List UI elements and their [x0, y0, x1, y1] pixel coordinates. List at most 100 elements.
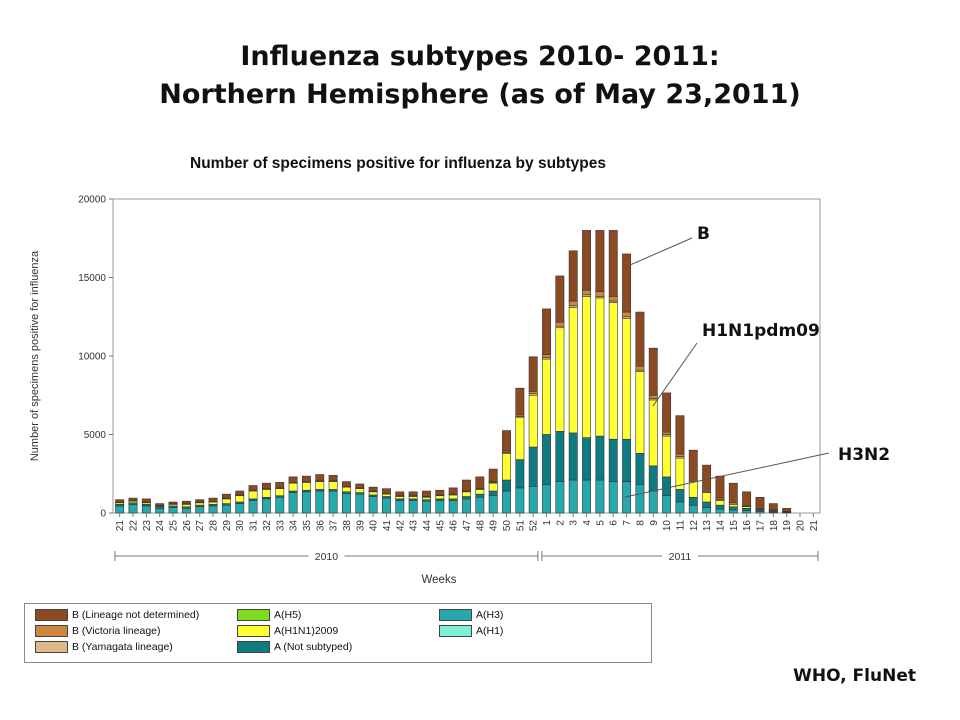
x-tick-label: 39 [355, 520, 366, 532]
bar-segment [635, 371, 645, 454]
bar-segment [555, 481, 565, 514]
bar-segment [168, 507, 178, 514]
legend-item: A (Not subtyped) [237, 641, 352, 655]
bar-segment [141, 505, 151, 514]
bar-segment [648, 465, 658, 492]
bar-segment [115, 499, 125, 503]
bar-segment [448, 494, 458, 500]
bar-segment [301, 475, 311, 482]
bar-stack-week-29-8 [221, 493, 231, 514]
bar-segment [275, 482, 285, 489]
x-tick-label: 42 [395, 520, 406, 532]
bar-segment [595, 479, 605, 514]
x-tick-label: 17 [755, 520, 766, 532]
x-axis: 21 22 23 24 25 26 27 28 29 30 31 32 33 34 35 36 37 38 39 40… [115, 513, 820, 531]
y-tick-label: 15000 [78, 273, 106, 284]
bar-stack-week-45-24 [435, 489, 445, 514]
bar-segment [635, 453, 645, 486]
x-tick-label: 31 [249, 520, 260, 532]
x-tick-label: 46 [449, 520, 460, 532]
bar-segment [195, 499, 205, 503]
bar-stack-week-30-9 [235, 490, 245, 514]
bar-segment [288, 482, 298, 492]
bar-segment [261, 498, 271, 514]
bar-segment [181, 507, 191, 514]
bar-stack-week-11-42 [675, 415, 685, 514]
x-tick-label: 43 [409, 520, 420, 532]
bar-stack-week-35-14 [301, 475, 311, 514]
legend-label: B (Lineage not determined) [72, 609, 200, 621]
bar-segment [422, 496, 431, 500]
x-tick-label: 37 [329, 520, 340, 532]
bar-stack-week-28-7 [208, 497, 218, 514]
bar-stack-week-24-3 [155, 503, 165, 514]
x-tick-label: 1 [542, 520, 553, 526]
bar-stack-week-26-5 [181, 500, 191, 514]
bar-segment [582, 289, 591, 296]
legend-swatch [35, 609, 68, 622]
bar-segment [382, 497, 391, 514]
bar-segment [542, 434, 551, 486]
bar-segment [555, 321, 565, 327]
year-label-backdrop [661, 549, 698, 563]
bar-segment [768, 503, 778, 511]
bar-stack-week-1-32 [542, 308, 551, 514]
x-tick-label: 40 [369, 520, 380, 532]
bar-segment [568, 479, 578, 514]
bar-stack-week-19-50 [782, 507, 792, 514]
x-tick-label: 51 [515, 520, 526, 532]
y-tick-label: 0 [100, 509, 106, 520]
bar-segment [315, 481, 325, 490]
bar-stack-week-22-1 [128, 497, 138, 514]
bar-segment [408, 500, 418, 514]
bar-segment [208, 497, 218, 502]
bar-segment [128, 504, 138, 514]
bar-segment [328, 490, 338, 514]
bar-segment [622, 311, 632, 318]
bar-segment [328, 475, 338, 482]
x-tick-label: 50 [502, 520, 513, 532]
bar-segment [448, 500, 458, 514]
x-tick-label: 48 [475, 520, 486, 532]
x-tick-label: 19 [782, 520, 793, 532]
y-axis-label: Number of specimens positive for influen… [29, 250, 41, 461]
legend-swatch [439, 625, 472, 638]
bar-segment [715, 508, 725, 514]
bar-segment [568, 300, 578, 307]
bar-segment [675, 489, 685, 503]
bar-segment [528, 446, 538, 487]
bar-segment [355, 488, 365, 493]
bar-segment [528, 391, 538, 394]
legend-swatch [237, 641, 270, 654]
bar-segment [301, 482, 311, 491]
legend-item: B (Victoria lineage) [35, 625, 161, 639]
legend-swatch [237, 625, 270, 638]
bar-stack-week-39-18 [355, 483, 365, 514]
bar-segment [382, 493, 391, 497]
bar-stack-week-37-16 [328, 475, 338, 514]
bar-segment [235, 503, 245, 514]
bar-segment [435, 500, 445, 514]
bar-stack-week-15-46 [728, 482, 738, 514]
bar-segment [422, 490, 431, 497]
bar-segment [502, 453, 511, 481]
bar-stack-week-41-20 [382, 488, 391, 514]
bar-segment [502, 479, 511, 492]
legend-label: A(H1) [476, 625, 504, 637]
bar-segment [342, 481, 351, 487]
plot-area [112, 198, 821, 514]
bar-segment [635, 311, 645, 367]
bar-segment [568, 432, 578, 481]
bar-segment [235, 490, 245, 496]
x-tick-label: 14 [715, 520, 726, 532]
bar-segment [195, 502, 205, 506]
bar-segment [662, 476, 672, 497]
bar-segment [728, 482, 738, 504]
callout-line-h3n2 [624, 452, 830, 498]
bar-segment [448, 487, 458, 495]
x-tick-label: 6 [609, 520, 620, 526]
x-tick-label: 3 [569, 520, 580, 526]
bar-stack-week-31-10 [248, 485, 258, 514]
callout-label-h3n2: H3N2 [838, 445, 891, 465]
source-label: WHO, FluNet [793, 666, 916, 686]
